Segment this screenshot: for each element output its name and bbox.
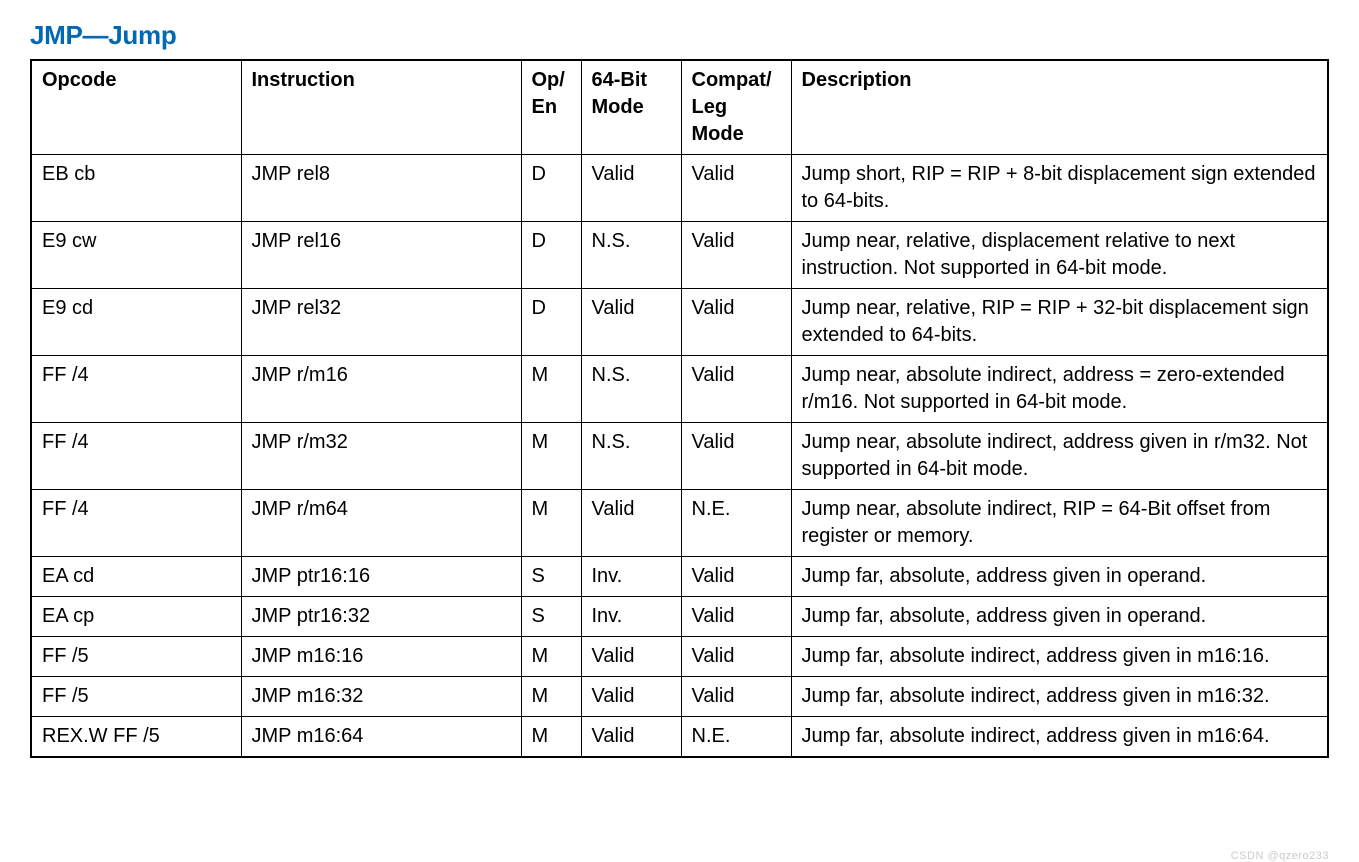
table-row: FF /4JMP r/m16MN.S.ValidJump near, absol… — [31, 356, 1328, 423]
cell-instruction: JMP m16:32 — [241, 677, 521, 717]
cell-compat: Valid — [681, 356, 791, 423]
cell-compat: Valid — [681, 222, 791, 289]
cell-description: Jump far, absolute indirect, address giv… — [791, 637, 1328, 677]
cell-instruction: JMP ptr16:32 — [241, 597, 521, 637]
cell-description: Jump near, absolute indirect, address = … — [791, 356, 1328, 423]
cell-open: D — [521, 155, 581, 222]
cell-opcode: E9 cw — [31, 222, 241, 289]
col-header-64bit: 64-Bit Mode — [581, 60, 681, 155]
cell-64bit: N.S. — [581, 423, 681, 490]
cell-open: D — [521, 222, 581, 289]
table-row: EA cdJMP ptr16:16SInv.ValidJump far, abs… — [31, 557, 1328, 597]
cell-compat: Valid — [681, 423, 791, 490]
cell-instruction: JMP m16:64 — [241, 717, 521, 758]
col-header-instruction: Instruction — [241, 60, 521, 155]
cell-compat: Valid — [681, 597, 791, 637]
cell-open: M — [521, 423, 581, 490]
watermark-text: CSDN @qzero233 — [1231, 850, 1329, 862]
cell-description: Jump short, RIP = RIP + 8-bit displaceme… — [791, 155, 1328, 222]
cell-64bit: Valid — [581, 717, 681, 758]
cell-description: Jump near, relative, RIP = RIP + 32-bit … — [791, 289, 1328, 356]
cell-64bit: Inv. — [581, 557, 681, 597]
cell-instruction: JMP r/m32 — [241, 423, 521, 490]
cell-description: Jump near, relative, displacement relati… — [791, 222, 1328, 289]
cell-64bit: N.S. — [581, 356, 681, 423]
cell-instruction: JMP rel16 — [241, 222, 521, 289]
cell-description: Jump far, absolute, address given in ope… — [791, 597, 1328, 637]
table-row: EB cbJMP rel8DValidValidJump short, RIP … — [31, 155, 1328, 222]
table-row: FF /4JMP r/m32MN.S.ValidJump near, absol… — [31, 423, 1328, 490]
opcode-table: Opcode Instruction Op/ En 64-Bit Mode Co… — [30, 59, 1329, 758]
cell-compat: Valid — [681, 557, 791, 597]
col-header-description: Description — [791, 60, 1328, 155]
cell-open: S — [521, 557, 581, 597]
cell-64bit: Valid — [581, 677, 681, 717]
cell-instruction: JMP r/m16 — [241, 356, 521, 423]
cell-instruction: JMP r/m64 — [241, 490, 521, 557]
cell-compat: Valid — [681, 155, 791, 222]
cell-open: M — [521, 356, 581, 423]
cell-64bit: Inv. — [581, 597, 681, 637]
cell-open: D — [521, 289, 581, 356]
cell-opcode: FF /4 — [31, 423, 241, 490]
cell-description: Jump far, absolute indirect, address giv… — [791, 677, 1328, 717]
cell-opcode: FF /4 — [31, 490, 241, 557]
cell-instruction: JMP ptr16:16 — [241, 557, 521, 597]
table-row: FF /4JMP r/m64MValidN.E.Jump near, absol… — [31, 490, 1328, 557]
col-header-opcode: Opcode — [31, 60, 241, 155]
table-row: REX.W FF /5JMP m16:64MValidN.E.Jump far,… — [31, 717, 1328, 758]
cell-opcode: E9 cd — [31, 289, 241, 356]
col-header-open: Op/ En — [521, 60, 581, 155]
cell-opcode: FF /5 — [31, 677, 241, 717]
cell-description: Jump far, absolute, address given in ope… — [791, 557, 1328, 597]
cell-instruction: JMP rel32 — [241, 289, 521, 356]
table-row: FF /5JMP m16:32MValidValidJump far, abso… — [31, 677, 1328, 717]
table-header-row: Opcode Instruction Op/ En 64-Bit Mode Co… — [31, 60, 1328, 155]
cell-compat: Valid — [681, 289, 791, 356]
cell-open: M — [521, 677, 581, 717]
cell-64bit: Valid — [581, 289, 681, 356]
cell-compat: Valid — [681, 677, 791, 717]
table-row: E9 cwJMP rel16DN.S.ValidJump near, relat… — [31, 222, 1328, 289]
cell-instruction: JMP m16:16 — [241, 637, 521, 677]
cell-open: S — [521, 597, 581, 637]
cell-description: Jump near, absolute indirect, address gi… — [791, 423, 1328, 490]
cell-64bit: N.S. — [581, 222, 681, 289]
table-row: FF /5JMP m16:16MValidValidJump far, abso… — [31, 637, 1328, 677]
cell-compat: Valid — [681, 637, 791, 677]
cell-opcode: EA cp — [31, 597, 241, 637]
cell-compat: N.E. — [681, 717, 791, 758]
table-row: E9 cdJMP rel32DValidValidJump near, rela… — [31, 289, 1328, 356]
cell-compat: N.E. — [681, 490, 791, 557]
cell-description: Jump near, absolute indirect, RIP = 64-B… — [791, 490, 1328, 557]
cell-open: M — [521, 490, 581, 557]
cell-opcode: REX.W FF /5 — [31, 717, 241, 758]
page-title: JMP—Jump — [30, 20, 1329, 51]
cell-open: M — [521, 637, 581, 677]
cell-open: M — [521, 717, 581, 758]
cell-opcode: EB cb — [31, 155, 241, 222]
cell-opcode: FF /5 — [31, 637, 241, 677]
cell-instruction: JMP rel8 — [241, 155, 521, 222]
cell-opcode: EA cd — [31, 557, 241, 597]
cell-64bit: Valid — [581, 637, 681, 677]
cell-64bit: Valid — [581, 155, 681, 222]
cell-64bit: Valid — [581, 490, 681, 557]
table-row: EA cpJMP ptr16:32SInv.ValidJump far, abs… — [31, 597, 1328, 637]
cell-opcode: FF /4 — [31, 356, 241, 423]
col-header-compat: Compat/ Leg Mode — [681, 60, 791, 155]
cell-description: Jump far, absolute indirect, address giv… — [791, 717, 1328, 758]
